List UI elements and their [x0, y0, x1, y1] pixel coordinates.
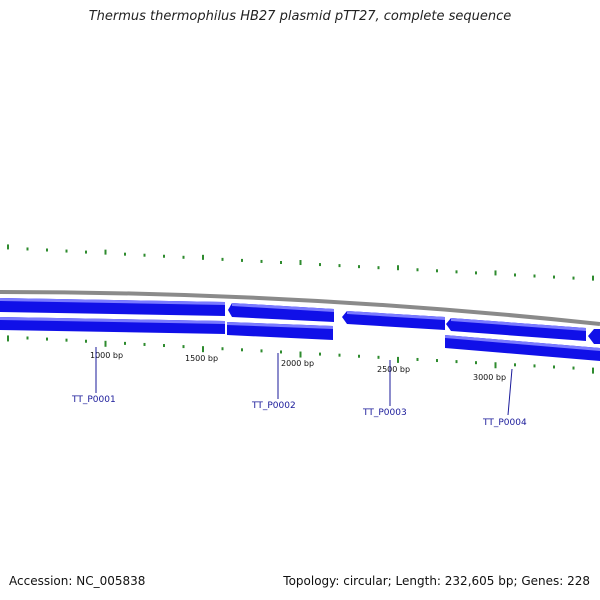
accession-label: Accession: NC_005838: [9, 574, 146, 588]
gene-highlight: [227, 322, 333, 329]
plasmid-backbone: [0, 290, 600, 326]
gene-highlight: [0, 298, 225, 305]
gc-skew-ticks-outer: [7, 244, 594, 281]
gene-label[interactable]: TT_P0001: [71, 395, 116, 405]
gene-arrow-forward-4[interactable]: [446, 318, 586, 341]
scale-tick-label: 2500 bp: [377, 365, 410, 374]
gene-label[interactable]: TT_P0003: [362, 408, 407, 418]
map-title: Thermus thermophilus HB27 plasmid pTT27,…: [88, 9, 512, 24]
scale-tick-label: 1500 bp: [185, 354, 218, 363]
gc-skew-ticks-inner: [7, 335, 594, 374]
gene-label[interactable]: TT_P0004: [482, 418, 527, 428]
scale-tick-label: 3000 bp: [473, 373, 506, 382]
gene-arrow-reverse-3[interactable]: [445, 335, 600, 361]
gene-highlight: [347, 311, 445, 320]
gene-highlight: [445, 335, 600, 351]
gene-labels: TT_P0001 TT_P0002 TT_P0003 TT_P0004: [71, 347, 527, 428]
gene-highlight: [232, 303, 334, 312]
gene-arrow-forward-5[interactable]: [588, 329, 600, 344]
gene-highlight: [0, 317, 225, 324]
gene-leader-line: [507, 368, 513, 416]
scale-tick-label: 2000 bp: [281, 359, 314, 368]
gene-label[interactable]: TT_P0002: [251, 401, 296, 411]
scale-labels: 1000 bp 1500 bp 2000 bp 2500 bp 3000 bp: [90, 351, 506, 382]
gene-highlight: [451, 318, 586, 331]
topology-label: Topology: circular; Length: 232,605 bp; …: [283, 574, 590, 588]
scale-tick-label: 1000 bp: [90, 351, 123, 360]
